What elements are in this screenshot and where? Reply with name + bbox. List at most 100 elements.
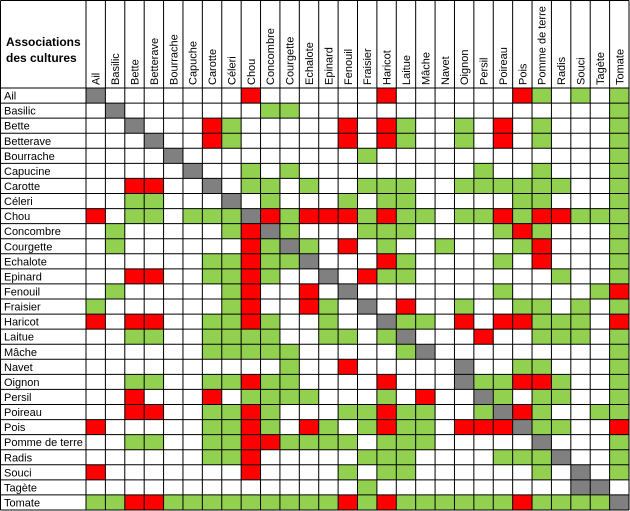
cell-bad [202, 118, 222, 134]
cell-neutral [357, 253, 377, 269]
cell-self [338, 283, 358, 299]
cell-neutral [415, 148, 436, 164]
cell-neutral [144, 88, 164, 104]
cell-neutral [357, 359, 377, 375]
cell-neutral [221, 238, 242, 254]
cell-neutral [338, 268, 358, 284]
cell-bad [512, 374, 533, 390]
row-label: Pois [4, 422, 26, 434]
cell-good [105, 223, 125, 239]
cell-neutral [590, 193, 610, 209]
cell-good [376, 449, 397, 465]
cell-good [512, 178, 533, 194]
cell-bad [512, 88, 533, 104]
cell-good [279, 344, 300, 360]
cell-neutral [493, 329, 513, 345]
cell-neutral [182, 223, 203, 239]
cell-neutral [357, 88, 377, 104]
cell-neutral [105, 118, 125, 134]
cell-good [202, 314, 222, 330]
cell-good [299, 178, 319, 194]
cell-good [260, 404, 280, 420]
cell-neutral [318, 283, 339, 299]
cell-bad [144, 404, 164, 420]
cell-bad [512, 494, 533, 510]
cell-neutral [144, 449, 164, 465]
column-label: Basilic [110, 53, 122, 85]
cell-good [493, 223, 513, 239]
cell-good [202, 268, 222, 284]
cell-neutral [318, 404, 339, 420]
cell-good [221, 253, 242, 269]
cell-self [551, 449, 571, 465]
cell-neutral [124, 283, 145, 299]
cell-neutral [241, 103, 261, 119]
cell-neutral [435, 329, 455, 345]
cell-neutral [105, 404, 125, 420]
cell-neutral [396, 163, 416, 179]
cell-neutral [435, 479, 455, 495]
cell-neutral [182, 118, 203, 134]
cell-good [260, 344, 280, 360]
cell-good [202, 494, 222, 510]
cell-neutral [202, 299, 222, 315]
cell-neutral [144, 419, 164, 435]
cell-neutral [338, 374, 358, 390]
cell-neutral [551, 163, 571, 179]
cell-neutral [512, 103, 533, 119]
cell-neutral [279, 314, 300, 330]
cell-neutral [86, 133, 106, 149]
cell-bad [357, 268, 377, 284]
cell-neutral [182, 419, 203, 435]
cell-neutral [570, 283, 591, 299]
cell-self [163, 148, 183, 164]
cell-good [454, 133, 474, 149]
cell-neutral [202, 193, 222, 209]
cell-neutral [551, 479, 571, 495]
cell-good [279, 163, 300, 179]
cell-neutral [376, 148, 397, 164]
cell-good [435, 238, 455, 254]
cell-neutral [318, 464, 339, 480]
cell-bad [376, 133, 397, 149]
cell-good [221, 494, 242, 510]
cell-neutral [86, 374, 106, 390]
cell-good [260, 238, 280, 254]
cell-bad [144, 178, 164, 194]
cell-neutral [357, 133, 377, 149]
cell-good [493, 374, 513, 390]
cell-neutral [279, 118, 300, 134]
cell-neutral [415, 329, 436, 345]
cell-neutral [396, 359, 416, 375]
cell-good [551, 178, 571, 194]
row-label: Souci [4, 467, 32, 479]
cell-neutral [260, 299, 280, 315]
cell-good [609, 374, 629, 390]
cell-good [144, 434, 164, 450]
cell-neutral [435, 193, 455, 209]
cell-good [551, 419, 571, 435]
cell-neutral [105, 314, 125, 330]
cell-good [163, 494, 183, 510]
cell-neutral [105, 449, 125, 465]
cell-neutral [435, 223, 455, 239]
cell-neutral [163, 283, 183, 299]
cell-neutral [86, 389, 106, 405]
cell-neutral [590, 329, 610, 345]
cell-neutral [473, 314, 494, 330]
cell-bad [454, 419, 474, 435]
cell-bad [493, 208, 513, 224]
cell-neutral [590, 88, 610, 104]
cell-good [376, 268, 397, 284]
cell-self [415, 344, 436, 360]
cell-neutral [202, 103, 222, 119]
cell-good [512, 299, 533, 315]
cell-good [454, 178, 474, 194]
cell-neutral [318, 193, 339, 209]
cell-neutral [396, 389, 416, 405]
cell-neutral [241, 359, 261, 375]
cell-neutral [338, 344, 358, 360]
row-label: Chou [4, 211, 30, 223]
cell-neutral [454, 88, 474, 104]
cell-neutral [163, 389, 183, 405]
